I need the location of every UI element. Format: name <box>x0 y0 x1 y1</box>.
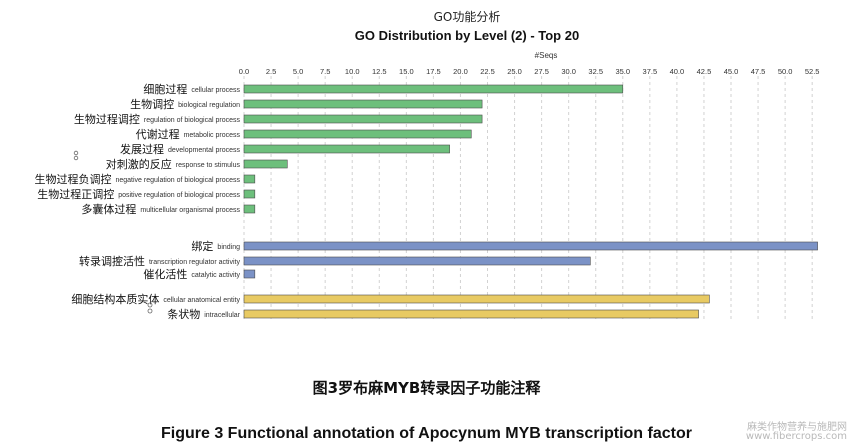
category-label-en: multicellular organismal process <box>140 207 240 214</box>
category-label-en: positive regulation of biological proces… <box>118 192 240 199</box>
bars <box>243 84 818 319</box>
x-tick-label: 17.5 <box>426 67 441 76</box>
bar <box>243 294 710 304</box>
x-tick-label: 22.5 <box>480 67 495 76</box>
group-marker-dot <box>116 258 120 262</box>
go-distribution-chart: GO功能分析 GO Distribution by Level (2) - To… <box>34 10 820 322</box>
x-tick-label: 30.0 <box>561 67 576 76</box>
category-label-cn: 生物过程调控 <box>74 112 140 126</box>
category-label-cn: 对刺激的反应 <box>106 157 172 171</box>
category-label-cn: 细胞过程 <box>143 83 187 96</box>
category-labels: cellular process 细胞过程 biological regulatio… <box>34 83 240 321</box>
bar <box>243 174 256 184</box>
category-label-en: cellular process <box>191 87 240 94</box>
x-tick-label: 5.0 <box>293 67 303 76</box>
bar <box>243 269 256 279</box>
x-tick-label: 25.0 <box>507 67 522 76</box>
x-tick-label: 27.5 <box>534 67 549 76</box>
x-tick-label: 7.5 <box>320 67 330 76</box>
x-tick-label: 42.5 <box>697 67 712 76</box>
x-tick-label: 12.5 <box>372 67 387 76</box>
watermark-url: www.fibercrops.com <box>745 431 847 442</box>
chart-title-cn: GO功能分析 <box>434 10 501 24</box>
bar <box>243 84 624 94</box>
category-label-en: biological regulation <box>178 102 240 109</box>
group-markers <box>73 150 153 314</box>
x-tick-label: 35.0 <box>615 67 630 76</box>
category-label-en: developmental process <box>168 147 240 154</box>
category-label-en: intracellular <box>204 312 240 319</box>
figure-caption-chinese: 图3罗布麻MYB转录因子功能注释 <box>312 379 541 397</box>
x-tick-label: 0.0 <box>239 67 249 76</box>
bar <box>243 241 818 251</box>
category-label-cn: 生物调控 <box>130 97 174 111</box>
group-marker-dot <box>73 155 79 161</box>
category-label-cn: 绑定 <box>191 239 213 253</box>
x-tick-label: 52.5 <box>805 67 820 76</box>
category-label-en: binding <box>217 244 240 251</box>
x-tick-label: 45.0 <box>724 67 739 76</box>
chart-title: GO Distribution by Level (2) - Top 20 <box>355 28 579 43</box>
category-label-en: negative regulation of biological proces… <box>115 177 240 184</box>
category-label-en: regulation of biological process <box>144 117 241 124</box>
figure-caption-english: Figure 3 Functional annotation of Apocyn… <box>161 425 692 442</box>
bar <box>243 129 472 139</box>
group-marker-dot <box>73 150 79 156</box>
x-tick-label: 37.5 <box>643 67 658 76</box>
x-tick-label: 47.5 <box>751 67 766 76</box>
category-label-cn: 催化活性 <box>143 267 187 281</box>
group-marker-dot <box>147 308 153 314</box>
x-tick-label: 2.5 <box>266 67 276 76</box>
category-label-cn: 生物过程正调控 <box>37 187 114 201</box>
x-tick-label: 20.0 <box>453 67 468 76</box>
bar <box>243 144 450 154</box>
x-tick-label: 50.0 <box>778 67 793 76</box>
x-tick-label: 32.5 <box>588 67 603 76</box>
x-tick-label: 10.0 <box>345 67 360 76</box>
category-label-cn: 生物过程负调控 <box>34 172 111 186</box>
bar <box>243 114 483 124</box>
category-label-cn: 条状物 <box>167 307 200 321</box>
category-label-en: transcription regulator activity <box>149 259 241 266</box>
group-marker-dot <box>147 302 153 308</box>
watermark-site-name: 麻类作物营养与施肥网 <box>747 422 847 433</box>
bar <box>243 159 288 169</box>
group-marker-dot <box>116 262 120 266</box>
bar <box>243 204 256 214</box>
category-label-cn: 细胞结构本质实体 <box>71 292 159 306</box>
x-axis-label: #Seqs <box>535 51 558 60</box>
category-label-en: metabolic process <box>184 132 241 139</box>
category-label-cn: 发展过程 <box>120 142 164 156</box>
category-label-cn: 代谢过程 <box>136 127 180 141</box>
x-tick-label: 40.0 <box>670 67 685 76</box>
bar <box>243 189 256 199</box>
grid-lines <box>243 76 813 322</box>
bar <box>243 309 699 319</box>
bar <box>243 99 483 109</box>
x-axis-ticks: 0.0 2.5 5.0 7.5 10.0 12.5 15.0 17.5 20.0 22.5 25.0… <box>239 67 820 76</box>
category-label-cn: 转录调控活性 <box>79 254 145 268</box>
category-label-en: cellular anatomical entity <box>163 297 240 304</box>
x-tick-label: 15.0 <box>399 67 414 76</box>
category-label-cn: 多囊体过程 <box>81 202 136 216</box>
bar <box>243 256 591 266</box>
category-label-en: catalytic activity <box>191 272 240 279</box>
category-label-en: response to stimulus <box>176 162 241 169</box>
